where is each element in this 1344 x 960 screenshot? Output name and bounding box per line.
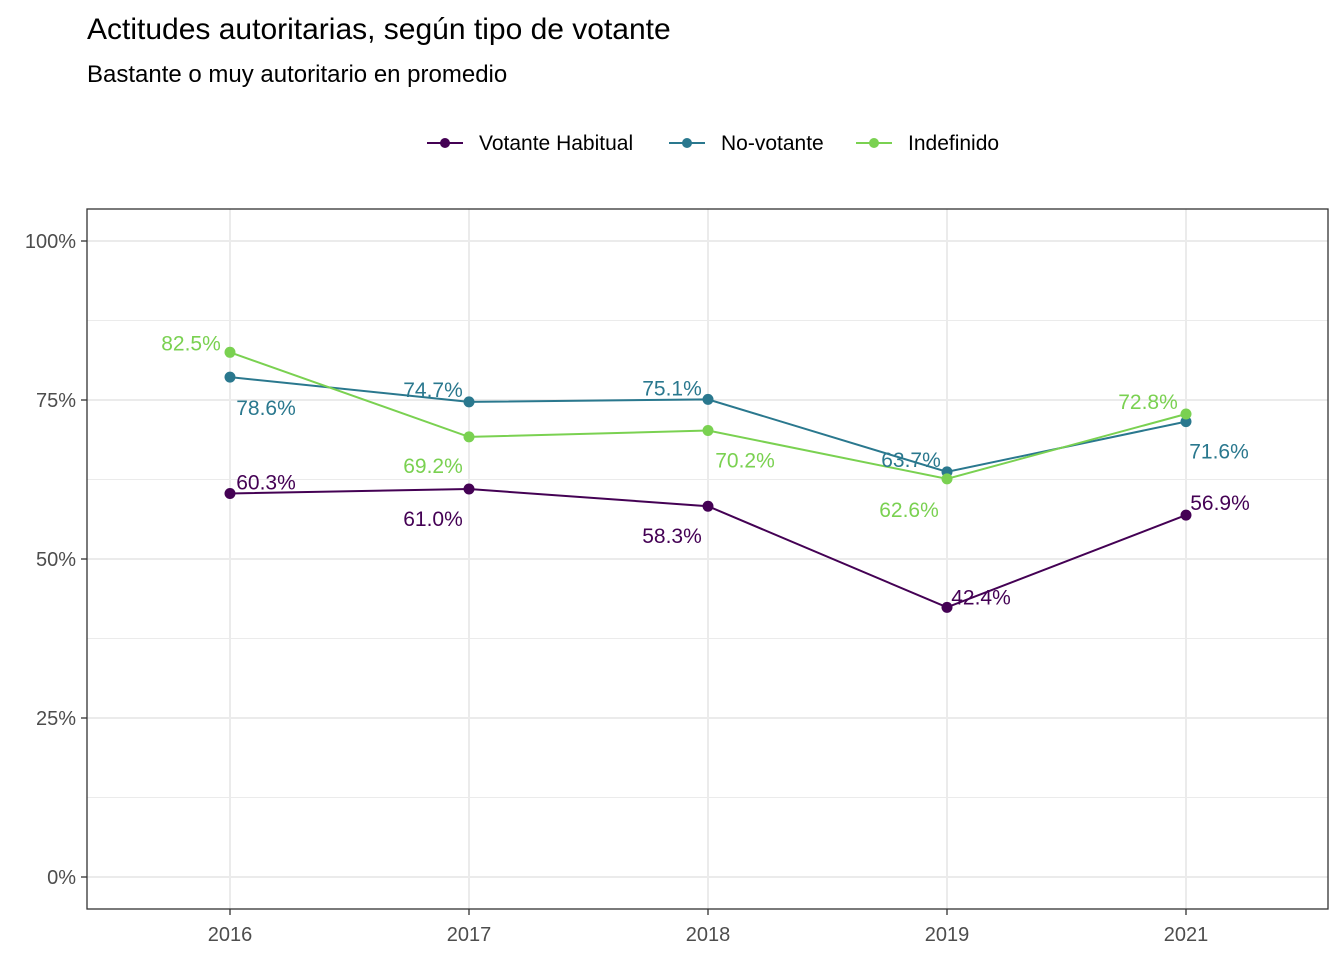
data-label: 69.2% xyxy=(403,455,463,478)
x-tick-label: 2016 xyxy=(208,924,253,946)
x-axis: 2016 2017 2018 2019 2021 xyxy=(208,909,1209,946)
y-tick-label: 50% xyxy=(36,549,76,571)
data-point xyxy=(702,500,714,512)
data-label: 71.6% xyxy=(1189,441,1249,464)
legend-key-votante-habitual xyxy=(427,138,463,148)
data-point xyxy=(463,431,475,443)
data-label: 70.2% xyxy=(715,450,775,473)
legend-label: Votante Habitual xyxy=(479,132,634,155)
legend: Votante Habitual No-votante Indefinido xyxy=(0,128,1344,160)
data-point xyxy=(224,371,236,383)
legend-key-indefinido xyxy=(856,138,892,148)
data-label: 58.3% xyxy=(642,525,702,548)
y-tick-label: 100% xyxy=(25,231,76,253)
data-label: 60.3% xyxy=(236,471,296,494)
data-point xyxy=(1180,509,1192,521)
chart-subtitle: Bastante o muy autoritario en promedio xyxy=(87,61,508,88)
chart-title: Actitudes autoritarias, según tipo de vo… xyxy=(87,13,671,46)
data-point xyxy=(1180,408,1192,420)
y-tick-label: 25% xyxy=(36,708,76,730)
data-point xyxy=(941,473,953,485)
labels-layer: 60.3% 61.0% 58.3% 42.4% 56.9% 78.6% 74.7% 75.1%… xyxy=(161,332,1250,609)
legend-label: No-votante xyxy=(721,132,824,155)
x-tick-label: 2018 xyxy=(686,924,731,946)
data-point xyxy=(463,483,475,495)
data-label: 42.4% xyxy=(951,586,1011,609)
data-point xyxy=(702,425,714,437)
series-layer xyxy=(224,346,1192,613)
data-label: 62.6% xyxy=(879,499,939,522)
data-label: 75.1% xyxy=(642,377,702,400)
data-label: 61.0% xyxy=(403,508,463,531)
y-tick-label: 75% xyxy=(36,390,76,412)
grid-major xyxy=(87,209,1328,909)
data-label: 78.6% xyxy=(236,397,296,420)
data-label: 74.7% xyxy=(403,379,463,402)
data-label: 72.8% xyxy=(1118,391,1178,414)
data-point xyxy=(1180,416,1192,428)
x-tick-label: 2021 xyxy=(1164,924,1209,946)
data-label: 63.7% xyxy=(881,449,941,472)
data-point xyxy=(702,393,714,405)
legend-key-no-votante xyxy=(669,138,705,148)
x-tick-label: 2017 xyxy=(447,924,492,946)
legend-label: Indefinido xyxy=(908,132,1000,155)
x-tick-label: 2019 xyxy=(925,924,970,946)
y-axis: 0% 25% 50% 75% 100% xyxy=(25,231,87,889)
data-point xyxy=(941,601,953,613)
data-label: 82.5% xyxy=(161,332,221,355)
data-label: 56.9% xyxy=(1190,492,1250,515)
y-tick-label: 0% xyxy=(47,867,76,889)
data-point xyxy=(224,487,236,499)
data-point xyxy=(463,396,475,408)
data-point xyxy=(224,346,236,358)
